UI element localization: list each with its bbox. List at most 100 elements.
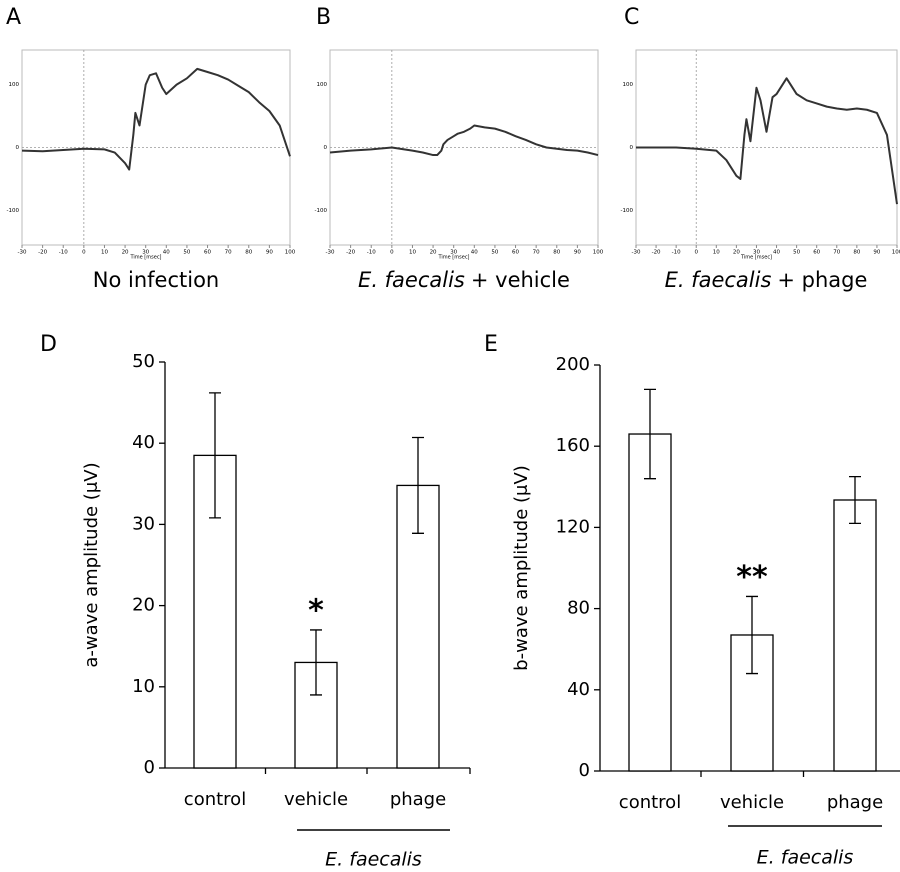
x-tick-label: 80 [245, 250, 252, 256]
caption-treatment: + vehicle [471, 268, 570, 292]
y-axis-label: a-wave amplitude (μV) [81, 462, 102, 667]
x-axis-label: Time [msec] [129, 255, 161, 261]
trace [329, 124, 599, 157]
error-bar [412, 436, 424, 534]
y-tick-label: 20 [132, 595, 155, 616]
x-tick-label: phage [390, 789, 446, 810]
y-tick-label: 0 [16, 145, 20, 151]
caption-species: E. faecalis [358, 268, 465, 292]
x-tick-label: 30 [142, 250, 149, 256]
bar [628, 433, 672, 772]
x-tick-label: 90 [574, 250, 581, 256]
x-axis-label: Time [msec] [740, 255, 772, 261]
x-tick-label: 100 [892, 250, 900, 256]
y-tick-label: 40 [132, 432, 155, 453]
x-tick-label: 20 [430, 250, 437, 256]
caption-species: E. faecalis [665, 268, 772, 292]
y-tick-label: 40 [567, 679, 590, 700]
x-axis-label: Time [msec] [437, 255, 469, 261]
x-tick-label: 60 [204, 250, 211, 256]
y-tick-label: 0 [144, 757, 155, 778]
x-tick-label: 50 [491, 250, 498, 256]
x-tick-label: -10 [672, 250, 681, 256]
x-tick-label: 70 [533, 250, 540, 256]
caption: No infection [93, 268, 219, 292]
panel-label: E [484, 332, 498, 357]
x-tick-label: phage [827, 792, 883, 813]
x-tick-label: 100 [593, 250, 604, 256]
x-tick-label: 70 [833, 250, 840, 256]
x-tick-label: 30 [450, 250, 457, 256]
x-tick-label: vehicle [284, 789, 348, 810]
x-tick-label: 40 [163, 250, 170, 256]
x-tick-label: -30 [18, 250, 27, 256]
x-tick-label: 90 [266, 250, 273, 256]
group-label: E. faecalis [757, 847, 854, 869]
y-tick-label: 0 [579, 760, 590, 781]
x-tick-label: 80 [853, 250, 860, 256]
error-bar [644, 388, 656, 480]
panel-label: B [316, 5, 331, 30]
x-tick-label: 20 [733, 250, 740, 256]
error-bar [746, 595, 758, 675]
x-tick-label: 0 [82, 250, 86, 256]
x-tick-label: 50 [793, 250, 800, 256]
x-tick-label: 30 [753, 250, 760, 256]
caption: E. faecalis + vehicle [358, 268, 570, 292]
x-tick-label: control [184, 789, 246, 810]
x-tick-label: -20 [38, 250, 47, 256]
y-tick-label: -100 [315, 208, 328, 214]
panel-label: D [40, 332, 57, 357]
x-tick-label: control [619, 792, 681, 813]
y-tick-label: 0 [324, 145, 328, 151]
x-tick-label: 90 [873, 250, 880, 256]
x-tick-label: -10 [367, 250, 376, 256]
x-tick-label: 100 [285, 250, 296, 256]
y-tick-label: 50 [132, 351, 155, 372]
y-tick-label: 160 [556, 435, 590, 456]
y-tick-label: 100 [9, 82, 20, 88]
error-bar [849, 476, 861, 524]
y-tick-label: 120 [556, 516, 590, 537]
x-tick-label: 10 [713, 250, 720, 256]
y-tick-label: -100 [7, 208, 20, 214]
y-tick-label: 0 [630, 145, 634, 151]
x-tick-label: 10 [101, 250, 108, 256]
x-tick-label: 40 [773, 250, 780, 256]
panel-label: C [624, 5, 639, 30]
x-tick-label: -30 [632, 250, 641, 256]
x-tick-label: -10 [59, 250, 68, 256]
x-tick-label: -30 [326, 250, 335, 256]
x-tick-label: 40 [471, 250, 478, 256]
trace [636, 77, 898, 205]
x-tick-label: 80 [553, 250, 560, 256]
y-tick-label: 200 [556, 354, 590, 375]
significance: * [308, 593, 324, 628]
x-tick-label: 20 [122, 250, 129, 256]
x-tick-label: -20 [346, 250, 355, 256]
caption: E. faecalis + phage [665, 268, 868, 292]
y-tick-label: -100 [621, 208, 634, 214]
x-tick-label: 70 [225, 250, 232, 256]
y-tick-label: 10 [132, 676, 155, 697]
group-label: E. faecalis [325, 849, 422, 871]
x-tick-label: 60 [512, 250, 519, 256]
x-tick-label: 60 [813, 250, 820, 256]
x-tick-label: 0 [694, 250, 698, 256]
error-bar [310, 629, 322, 696]
x-tick-label: 10 [409, 250, 416, 256]
trace [21, 67, 291, 171]
bar [833, 499, 877, 772]
error-bar [209, 392, 221, 519]
x-tick-label: vehicle [720, 792, 784, 813]
x-tick-label: -20 [652, 250, 661, 256]
significance: ** [736, 560, 768, 595]
x-tick-label: 0 [390, 250, 394, 256]
caption-treatment: + phage [777, 268, 867, 292]
panel-label: A [6, 5, 21, 30]
y-axis-label: b-wave amplitude (μV) [511, 465, 532, 671]
y-tick-label: 100 [623, 82, 634, 88]
y-tick-label: 80 [567, 598, 590, 619]
